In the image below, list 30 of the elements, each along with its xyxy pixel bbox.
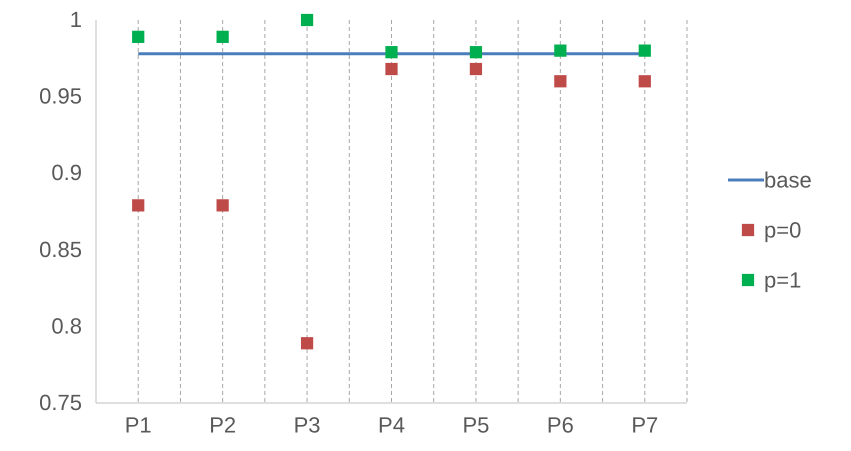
- y-tick-label: 0.9: [51, 160, 82, 186]
- point: [470, 46, 482, 58]
- x-tick-label: P4: [378, 412, 405, 438]
- point: [132, 199, 144, 212]
- legend-label: p=1: [764, 268, 802, 293]
- point: [132, 30, 144, 43]
- legend-label: base: [764, 168, 812, 193]
- y-tick-label: 0.8: [51, 313, 82, 338]
- point: [638, 75, 651, 88]
- legend-label: p=0: [764, 218, 802, 243]
- y-tick-label: 0.95: [39, 84, 82, 109]
- point: [554, 75, 566, 88]
- x-tick-label: P5: [462, 412, 490, 438]
- x-tick-label: P7: [631, 412, 658, 438]
- x-tick-label: P6: [546, 412, 574, 438]
- point: [385, 62, 398, 76]
- point: [300, 14, 314, 26]
- point: [638, 44, 651, 57]
- x-tick-label: P3: [294, 412, 321, 438]
- point: [216, 199, 229, 212]
- y-tick-label: 1: [70, 7, 82, 32]
- point: [554, 44, 566, 57]
- y-tick-label: 0.85: [39, 236, 82, 262]
- point: [385, 46, 398, 58]
- point: [216, 30, 229, 43]
- point: [470, 62, 482, 76]
- y-tick-label: 0.75: [39, 390, 82, 416]
- point: [300, 337, 314, 350]
- x-tick-label: P1: [124, 412, 152, 438]
- x-tick-label: P2: [209, 412, 236, 438]
